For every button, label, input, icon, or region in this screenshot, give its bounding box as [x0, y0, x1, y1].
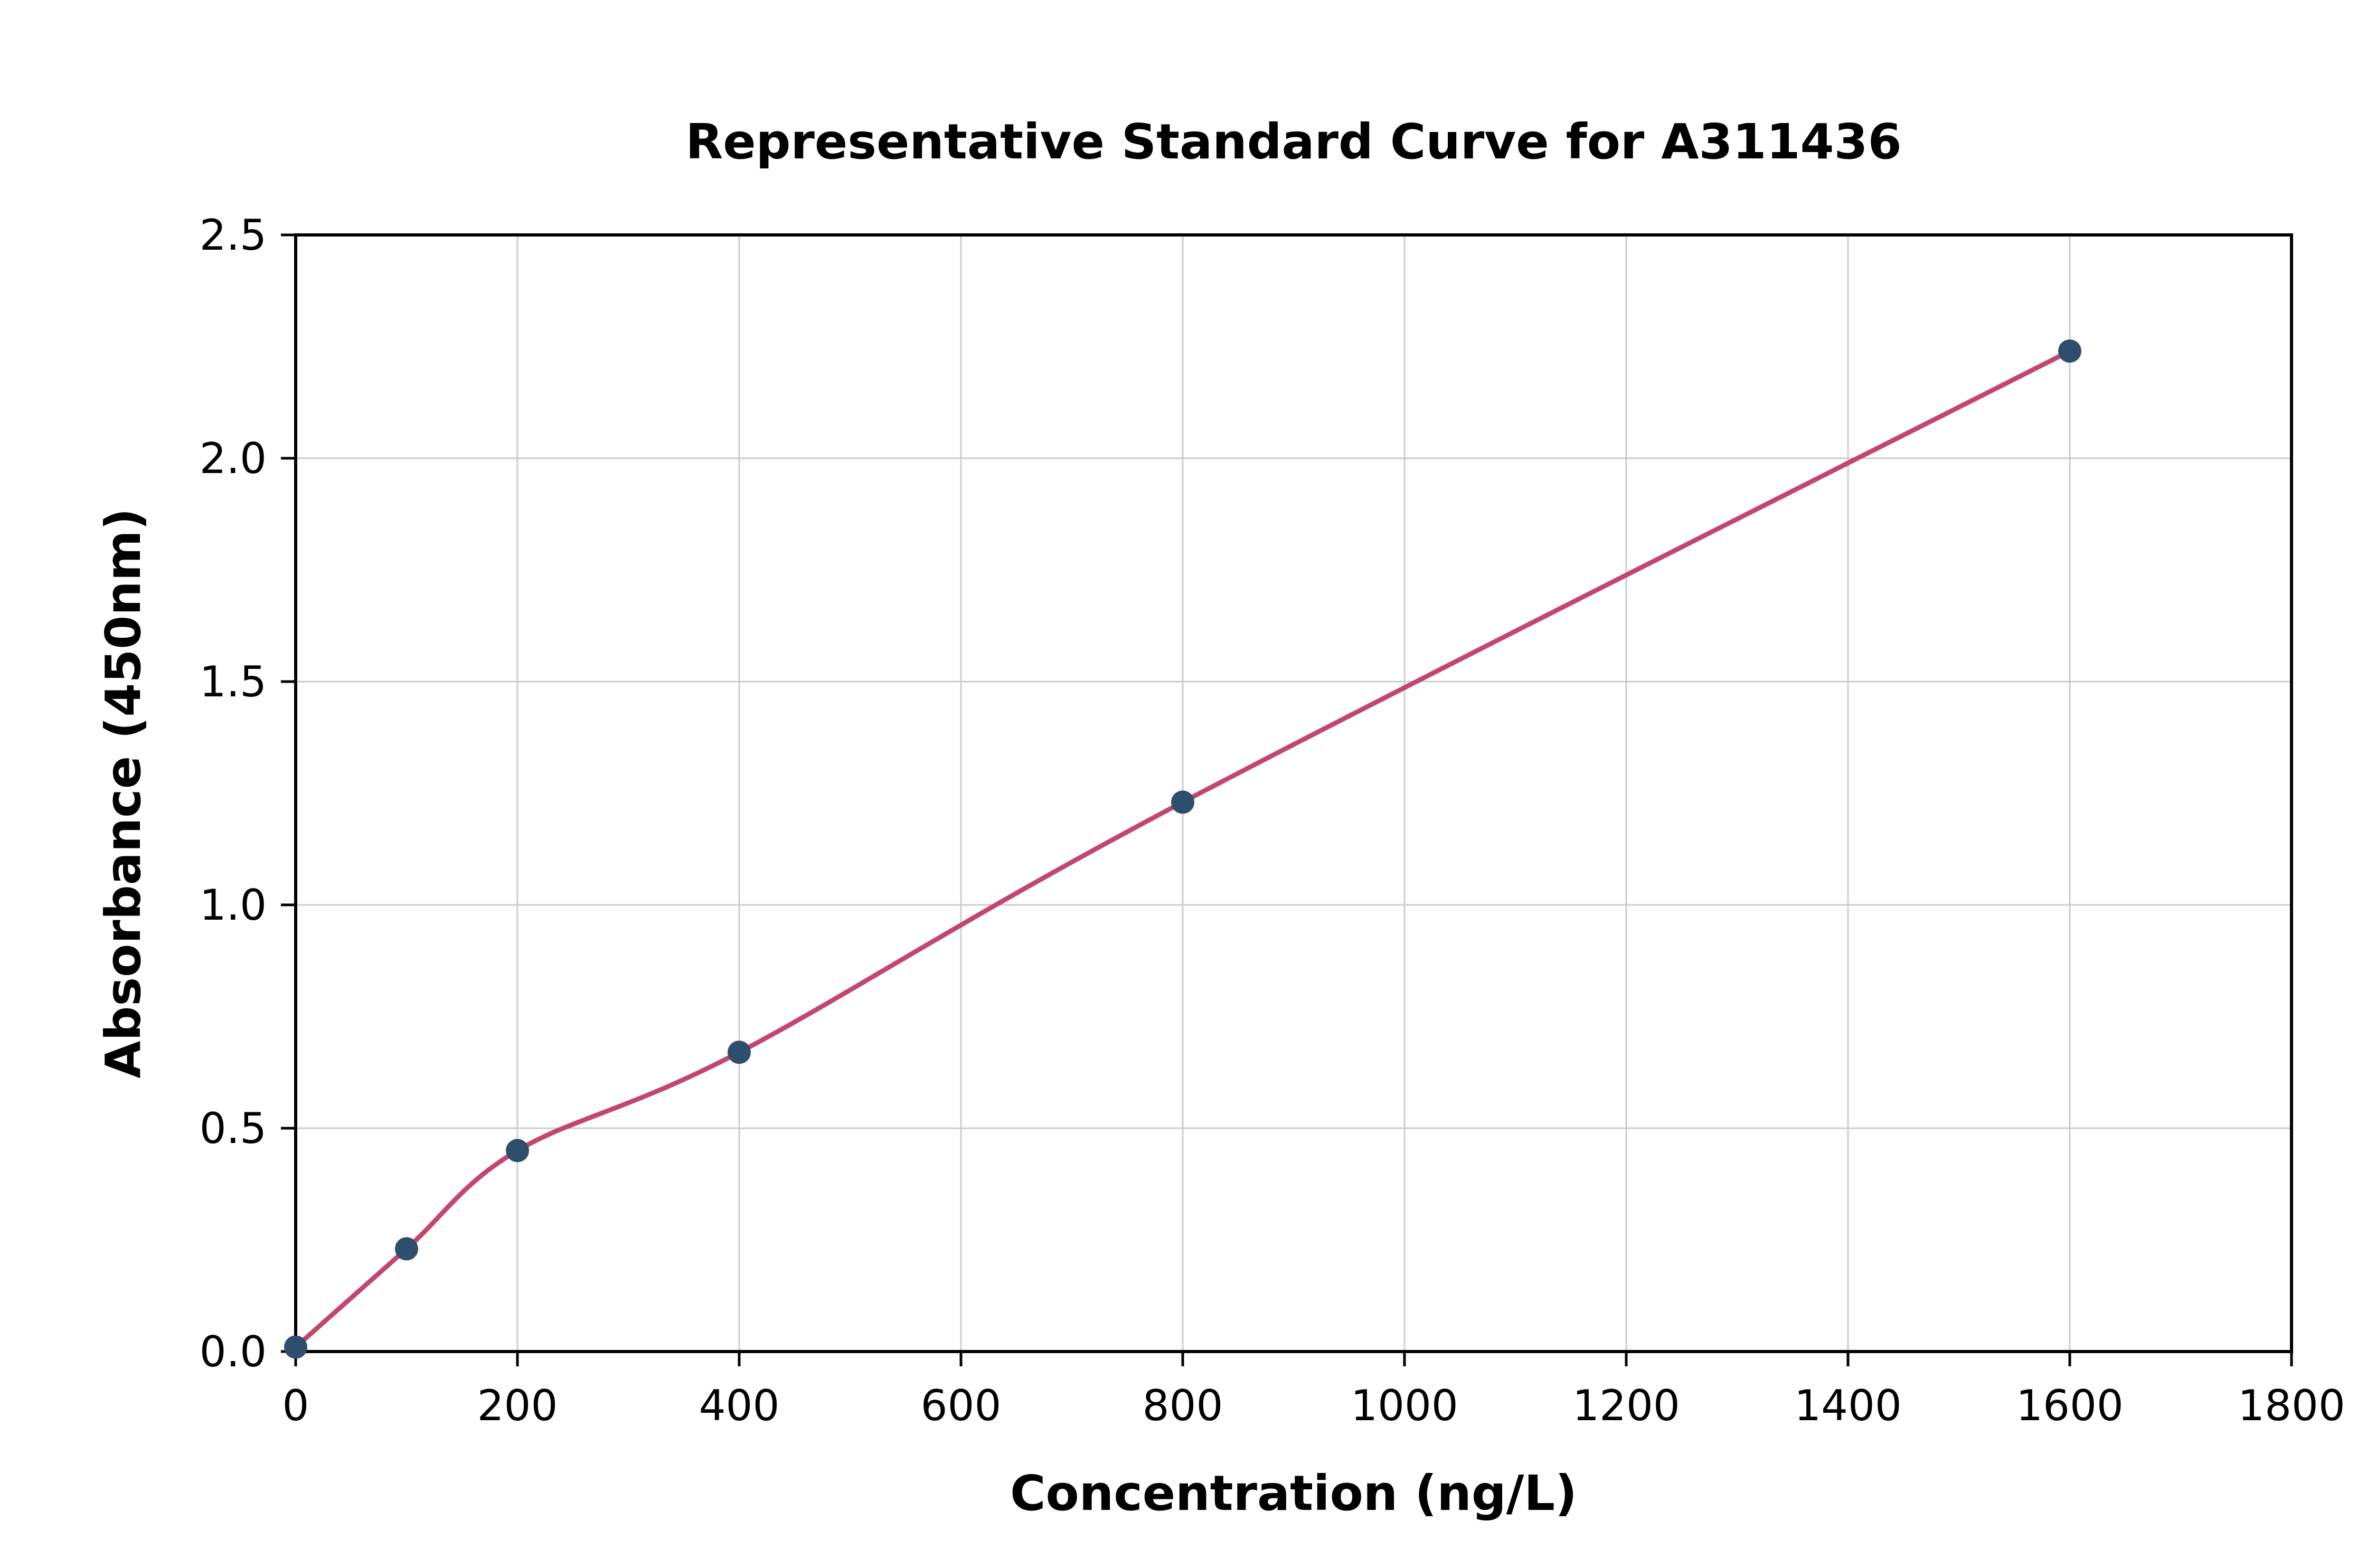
- x-tick-label: 1600: [2016, 1381, 2124, 1430]
- data-point: [728, 1041, 751, 1064]
- x-axis-label: Concentration (ng/L): [1010, 1465, 1577, 1522]
- x-tick-label: 800: [1143, 1381, 1223, 1430]
- y-tick-label: 2.0: [200, 434, 267, 483]
- data-point: [284, 1335, 307, 1359]
- y-tick-label: 1.5: [200, 657, 267, 706]
- data-point: [395, 1237, 418, 1261]
- x-tick-label: 200: [477, 1381, 558, 1430]
- y-tick-label: 0.5: [200, 1104, 267, 1153]
- x-tick-label: 400: [699, 1381, 780, 1430]
- data-point: [2058, 339, 2081, 363]
- data-points: [284, 339, 2081, 1359]
- y-axis-label: Absorbance (450nm): [95, 508, 152, 1078]
- chart-title: Representative Standard Curve for A31143…: [685, 114, 1901, 170]
- fit-curve-line: [294, 348, 2071, 1349]
- x-tick-label: 1800: [2238, 1381, 2345, 1430]
- y-tick-label: 1.0: [200, 881, 267, 930]
- plot-border: [294, 233, 2293, 1353]
- data-point: [1171, 790, 1194, 814]
- y-tick-label: 2.5: [200, 211, 267, 260]
- grid-lines: [295, 234, 2293, 1353]
- axis-ticks: 0 200 400 600 800 1000 1200 1400 1600 1800 0.0 0.5 1…: [200, 211, 2345, 1430]
- x-tick-label: 1400: [1794, 1381, 1902, 1430]
- data-point: [506, 1139, 529, 1163]
- x-tick-label: 1200: [1572, 1381, 1680, 1430]
- x-tick-label: 600: [921, 1381, 1002, 1430]
- x-tick-label: 1000: [1351, 1381, 1458, 1430]
- x-tick-label: 0: [282, 1381, 309, 1430]
- y-tick-label: 0.0: [200, 1327, 267, 1376]
